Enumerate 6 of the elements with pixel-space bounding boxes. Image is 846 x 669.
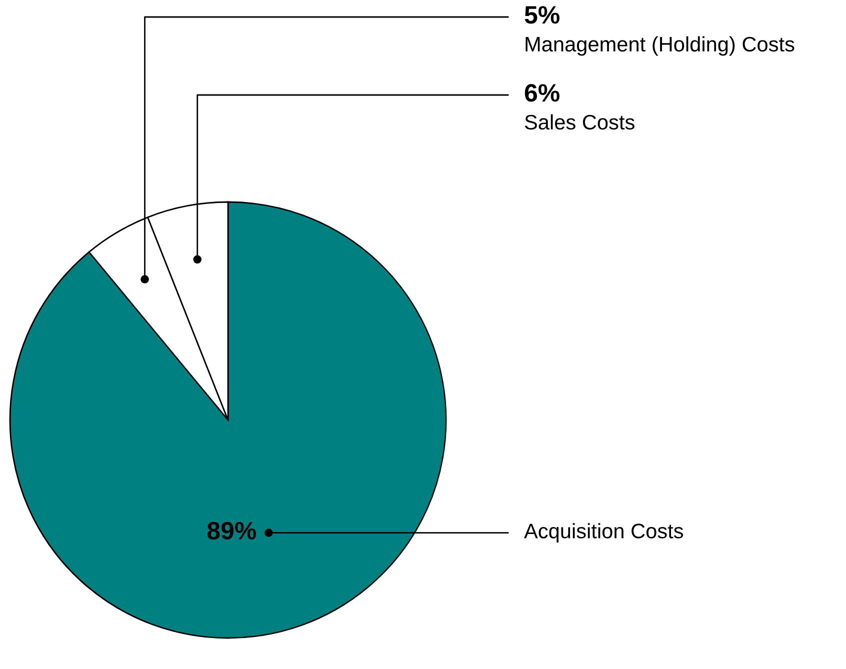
data-label: 5%	[524, 6, 560, 24]
data-label: 89%	[207, 522, 256, 540]
slice-label: Management (Holding) Costs	[526, 36, 794, 56]
slice-label: Sales Costs	[524, 114, 634, 130]
slice-label: Acquisition Costs	[524, 523, 684, 543]
data-label: 6%	[524, 84, 560, 102]
